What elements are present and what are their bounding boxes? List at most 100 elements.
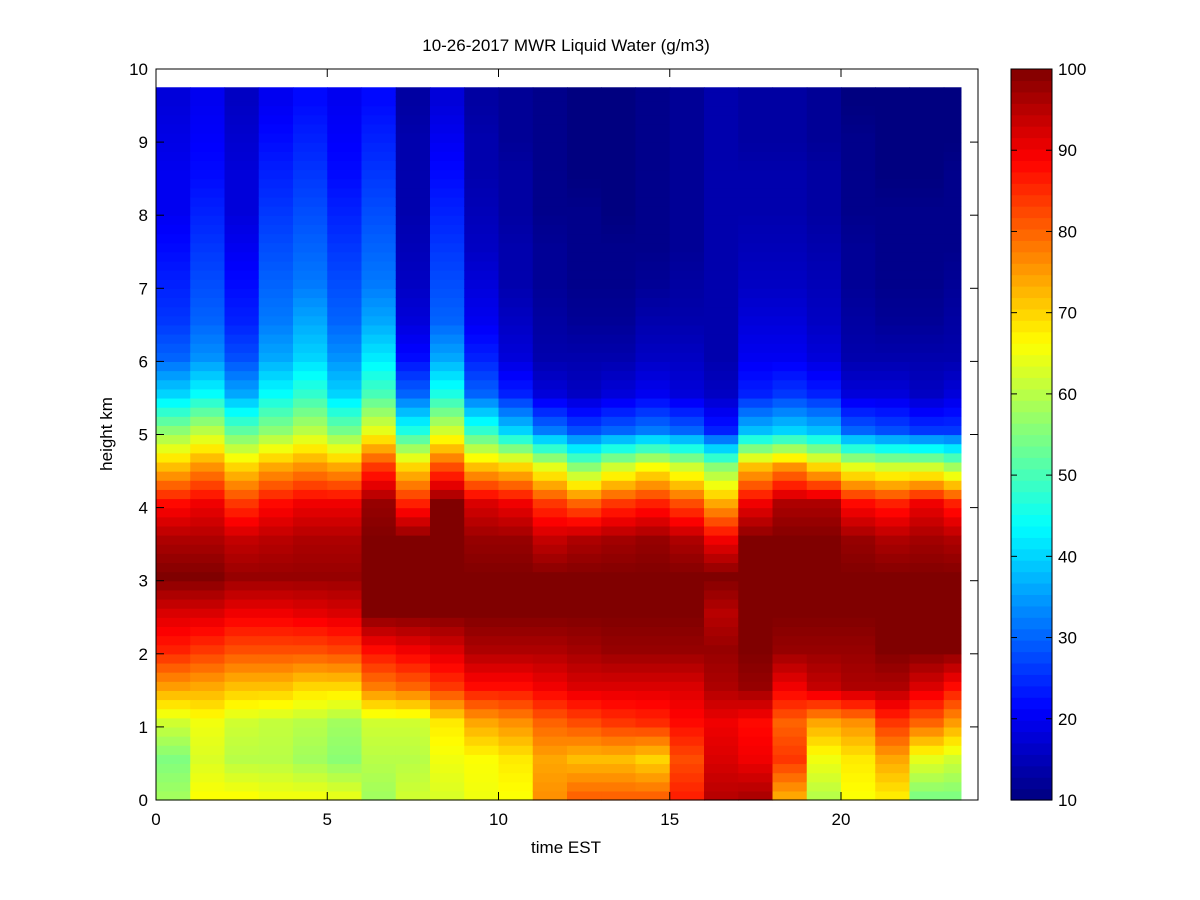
heatmap-cell — [635, 790, 671, 801]
heatmap-cell — [156, 507, 191, 518]
heatmap-cell — [704, 160, 739, 171]
heatmap-cell — [635, 142, 671, 152]
heatmap-cell — [190, 87, 226, 93]
heatmap-cell — [635, 535, 671, 545]
heatmap-cell — [669, 598, 705, 609]
heatmap-cell — [395, 763, 431, 774]
heatmap-cell — [806, 270, 842, 280]
heatmap-cell — [361, 251, 397, 262]
heatmap-cell — [635, 242, 671, 253]
heatmap-cell — [258, 397, 294, 408]
heatmap-cell — [156, 772, 191, 783]
heatmap-cell — [806, 407, 842, 417]
heatmap-cell — [190, 498, 226, 509]
colorbar-segment — [1011, 365, 1052, 378]
heatmap-cell — [327, 443, 363, 454]
heatmap-cell — [395, 178, 431, 189]
heatmap-cell — [327, 708, 363, 719]
heatmap-cell — [156, 580, 191, 591]
heatmap-cell — [430, 242, 465, 253]
heatmap-cell — [395, 123, 431, 134]
heatmap-cell — [601, 425, 637, 436]
heatmap-cell — [669, 443, 705, 454]
heatmap-cell — [156, 562, 191, 573]
heatmap-cell — [567, 388, 602, 399]
heatmap-cell — [738, 288, 774, 299]
heatmap-cell — [361, 224, 397, 235]
heatmap-cell — [464, 562, 500, 573]
heatmap-cell — [635, 370, 671, 381]
heatmap-cell — [806, 343, 842, 353]
heatmap-cell — [327, 553, 363, 564]
heatmap-cell — [635, 100, 671, 107]
heatmap-cell — [532, 96, 568, 102]
heatmap-cell — [635, 105, 671, 116]
heatmap-cell — [156, 87, 191, 93]
heatmap-cell — [806, 279, 842, 289]
heatmap-cell — [669, 772, 705, 783]
heatmap-cell — [156, 471, 191, 481]
heatmap-cell — [772, 343, 808, 353]
heatmap-cell — [361, 425, 397, 436]
heatmap-cell — [738, 754, 774, 765]
heatmap-cell — [293, 242, 328, 253]
heatmap-cell — [258, 726, 294, 737]
heatmap-cell — [327, 233, 363, 244]
heatmap-cell — [258, 114, 294, 125]
heatmap-cell — [806, 790, 842, 801]
heatmap-cell — [190, 416, 226, 426]
heatmap-cell — [190, 169, 226, 180]
heatmap-cell — [327, 100, 363, 107]
heatmap-cell — [806, 507, 842, 518]
heatmap-cell — [464, 617, 500, 627]
heatmap-cell — [464, 443, 500, 454]
heatmap-cell — [738, 87, 774, 93]
heatmap-cell — [532, 443, 568, 454]
heatmap-cell — [224, 233, 260, 244]
heatmap-cell — [464, 635, 500, 646]
heatmap-cell — [806, 726, 842, 737]
heatmap-cell — [464, 525, 500, 536]
heatmap-cell — [806, 105, 842, 116]
heatmap-cell — [601, 452, 637, 463]
heatmap-cell — [258, 480, 294, 490]
heatmap-cell — [669, 169, 705, 180]
heatmap-cell — [498, 279, 534, 289]
heatmap-cell — [738, 662, 774, 673]
heatmap-cell — [327, 324, 363, 335]
heatmap-cell — [635, 717, 671, 728]
heatmap-cell — [943, 699, 962, 710]
heatmap-cell — [430, 589, 465, 600]
heatmap-cell — [772, 370, 808, 381]
heatmap-cell — [361, 489, 397, 500]
colorbar-segment — [1011, 491, 1052, 504]
heatmap-cell — [704, 535, 739, 545]
heatmap-cell — [841, 681, 876, 691]
heatmap-cell — [909, 471, 945, 481]
heatmap-cell — [498, 123, 534, 134]
heatmap-cell — [258, 452, 294, 463]
heatmap-cell — [532, 315, 568, 326]
heatmap-cell — [738, 672, 774, 682]
heatmap-cell — [532, 617, 568, 627]
heatmap-cell — [395, 672, 431, 682]
heatmap-cell — [943, 379, 962, 390]
heatmap-cell — [909, 425, 945, 436]
heatmap-cell — [772, 589, 808, 600]
heatmap-cell — [327, 96, 363, 102]
heatmap-cell — [738, 242, 774, 253]
heatmap-cell — [224, 196, 260, 207]
heatmap-cell — [293, 790, 328, 801]
heatmap-cell — [806, 461, 842, 472]
heatmap-cell — [395, 297, 431, 308]
heatmap-cell — [327, 598, 363, 609]
heatmap-cell — [635, 187, 671, 198]
heatmap-cell — [772, 242, 808, 253]
heatmap-cell — [464, 297, 500, 308]
heatmap-cell — [156, 407, 191, 417]
heatmap-cell — [909, 343, 945, 353]
heatmap-cell — [498, 370, 534, 381]
heatmap-cell — [704, 142, 739, 152]
heatmap-cell — [498, 361, 534, 372]
heatmap-cell — [361, 516, 397, 527]
